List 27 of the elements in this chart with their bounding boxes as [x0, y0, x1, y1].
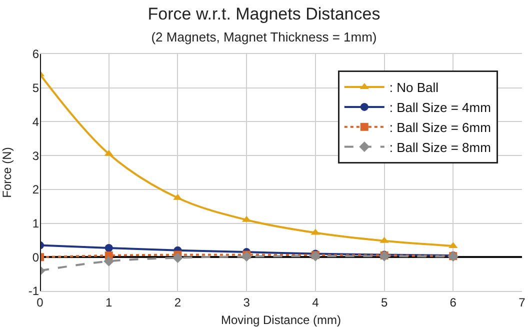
- legend-label: : No Ball: [389, 80, 439, 96]
- y-tick-label: 0: [32, 250, 40, 264]
- point: [104, 244, 113, 252]
- x-tick-label: 1: [106, 295, 113, 310]
- x-tick-label: 4: [312, 295, 320, 310]
- legend-label: : Ball Size = 6mm: [389, 120, 491, 135]
- point: [172, 252, 183, 264]
- x-tick-label: 2: [174, 295, 182, 310]
- point: [241, 251, 252, 262]
- x-tick-label: 6: [450, 295, 457, 310]
- x-tick-label: 5: [380, 295, 388, 310]
- chart-title: Force w.r.t. Magnets Distances: [148, 4, 380, 24]
- y-tick-label: 2: [32, 182, 40, 197]
- legend-label: : Ball Size = 4mm: [389, 100, 491, 116]
- y-tick-label: 4: [32, 114, 40, 129]
- legend-label: : Ball Size = 8mm: [389, 140, 491, 155]
- x-tick-label: 3: [243, 295, 250, 310]
- y-tick-label: 6: [32, 47, 40, 62]
- y-tick-label: 1: [32, 216, 40, 230]
- y-tick-label: 3: [32, 148, 40, 163]
- point: [104, 256, 114, 266]
- y-tick-label: -1: [28, 284, 40, 298]
- y-tick-label: 5: [32, 81, 40, 96]
- chart-subtitle: (2 Magnets, Magnet Thickness = 1mm): [151, 30, 377, 45]
- y-axis-title: Force (N): [0, 147, 14, 198]
- x-axis-title: Moving Distance (mm): [220, 313, 342, 327]
- x-tick-label: 7: [518, 295, 526, 310]
